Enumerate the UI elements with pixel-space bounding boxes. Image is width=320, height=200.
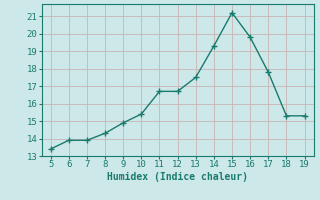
X-axis label: Humidex (Indice chaleur): Humidex (Indice chaleur) xyxy=(107,172,248,182)
